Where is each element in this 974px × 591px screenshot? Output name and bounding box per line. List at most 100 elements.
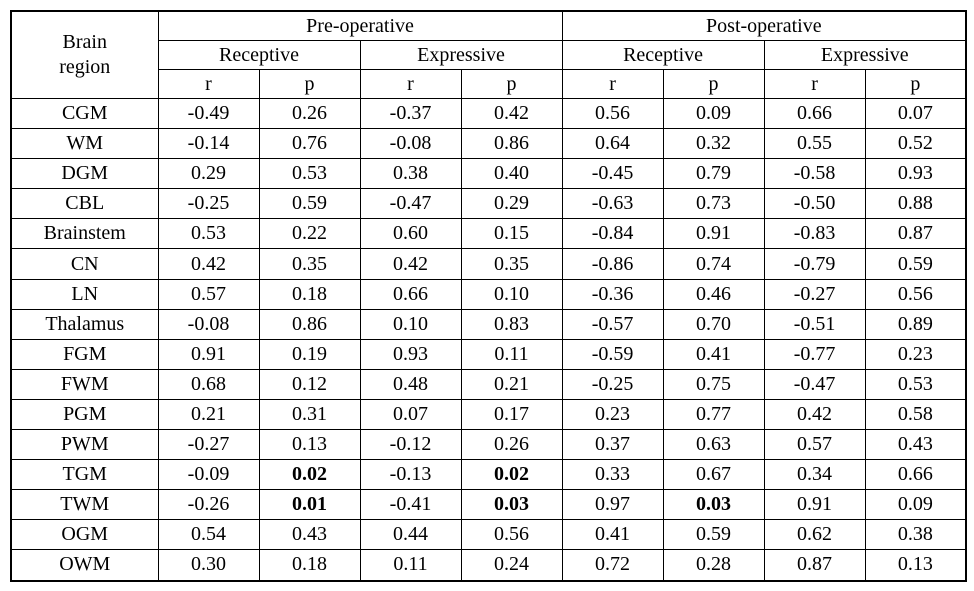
- value-cell: -0.27: [157, 429, 260, 461]
- value-cell: -0.63: [561, 188, 664, 220]
- value-cell: -0.36: [561, 278, 664, 310]
- value-cell: -0.45: [561, 158, 664, 190]
- region-cell: OWM: [10, 549, 159, 581]
- table-row: TGM -0.09 0.02 -0.13 0.02 0.33 0.67 0.34 0.66: [10, 459, 967, 491]
- stat-header-r: r: [359, 69, 462, 99]
- value-cell: 0.02: [460, 459, 563, 491]
- value-cell: 0.42: [460, 97, 563, 130]
- value-cell: 0.38: [359, 158, 462, 190]
- value-cell: 0.12: [258, 368, 361, 400]
- value-cell: 0.62: [763, 519, 866, 551]
- value-cell: 0.59: [864, 248, 967, 280]
- value-cell: 0.59: [258, 188, 361, 220]
- value-cell: 0.37: [561, 429, 664, 461]
- value-cell: 0.31: [258, 398, 361, 431]
- stat-header-p: p: [864, 69, 967, 99]
- corner-header-label: Brain region: [59, 31, 111, 78]
- value-cell: 0.66: [864, 459, 967, 491]
- value-cell: 0.34: [763, 459, 866, 491]
- value-cell: -0.49: [157, 97, 260, 130]
- stat-header-p: p: [258, 69, 361, 99]
- value-cell: 0.91: [157, 338, 260, 370]
- value-cell: 0.70: [662, 308, 765, 340]
- table-row: CGM -0.49 0.26 -0.37 0.42 0.56 0.09 0.66 0.07: [10, 97, 967, 130]
- table-body: CGM -0.49 0.26 -0.37 0.42 0.56 0.09 0.66 0.07 WM -…: [10, 97, 967, 581]
- value-cell: 0.57: [157, 278, 260, 310]
- value-cell: 0.17: [460, 398, 563, 431]
- region-cell: PWM: [10, 429, 159, 461]
- value-cell: 0.15: [460, 218, 563, 250]
- value-cell: 0.41: [662, 338, 765, 370]
- value-cell: 0.32: [662, 128, 765, 160]
- value-cell: 0.11: [460, 338, 563, 370]
- value-cell: 0.73: [662, 188, 765, 220]
- value-cell: 0.38: [864, 519, 967, 551]
- value-cell: -0.14: [157, 128, 260, 160]
- value-cell: 0.33: [561, 459, 664, 491]
- table-row: PGM 0.21 0.31 0.07 0.17 0.23 0.77 0.42 0.58: [10, 398, 967, 431]
- region-cell: PGM: [10, 398, 159, 431]
- value-cell: 0.09: [662, 97, 765, 130]
- value-cell: -0.47: [763, 368, 866, 400]
- value-cell: 0.56: [561, 97, 664, 130]
- table-row: TWM -0.26 0.01 -0.41 0.03 0.97 0.03 0.91 0.09: [10, 489, 967, 521]
- value-cell: 0.97: [561, 489, 664, 521]
- group-header-postoperative: Post-operative: [561, 10, 967, 41]
- region-cell: OGM: [10, 519, 159, 551]
- value-cell: 0.75: [662, 368, 765, 400]
- value-cell: 0.30: [157, 549, 260, 581]
- region-cell: DGM: [10, 158, 159, 190]
- value-cell: 0.89: [864, 308, 967, 340]
- value-cell: 0.53: [157, 218, 260, 250]
- value-cell: -0.41: [359, 489, 462, 521]
- region-cell: TGM: [10, 459, 159, 491]
- subgroup-header-pre-receptive: Receptive: [157, 40, 361, 70]
- value-cell: 0.86: [460, 128, 563, 160]
- region-cell: FGM: [10, 338, 159, 370]
- correlation-table: Brain region Pre-operative Post-operativ…: [10, 10, 968, 582]
- value-cell: 0.43: [258, 519, 361, 551]
- value-cell: 0.79: [662, 158, 765, 190]
- stat-header-r: r: [157, 69, 260, 99]
- value-cell: 0.48: [359, 368, 462, 400]
- value-cell: 0.56: [864, 278, 967, 310]
- value-cell: 0.11: [359, 549, 462, 581]
- header-row-subgroups: Receptive Expressive Receptive Expressiv…: [11, 40, 967, 70]
- value-cell: -0.47: [359, 188, 462, 220]
- corner-header-cell: Brain region: [10, 10, 159, 99]
- value-cell: 0.93: [864, 158, 967, 190]
- region-cell: Brainstem: [10, 218, 159, 250]
- value-cell: 0.42: [157, 248, 260, 280]
- value-cell: 0.10: [359, 308, 462, 340]
- table-row: PWM -0.27 0.13 -0.12 0.26 0.37 0.63 0.57 0.43: [10, 429, 967, 461]
- value-cell: -0.57: [561, 308, 664, 340]
- region-cell: WM: [10, 128, 159, 160]
- value-cell: 0.03: [662, 489, 765, 521]
- value-cell: 0.07: [359, 398, 462, 431]
- value-cell: 0.22: [258, 218, 361, 250]
- correlation-table-container: Brain region Pre-operative Post-operativ…: [10, 10, 968, 582]
- region-cell: FWM: [10, 368, 159, 400]
- value-cell: 0.57: [763, 429, 866, 461]
- value-cell: 0.23: [864, 338, 967, 370]
- value-cell: 0.91: [662, 218, 765, 250]
- region-cell: CGM: [10, 97, 159, 130]
- region-cell: Thalamus: [10, 308, 159, 340]
- value-cell: 0.58: [864, 398, 967, 431]
- value-cell: 0.93: [359, 338, 462, 370]
- value-cell: -0.08: [359, 128, 462, 160]
- value-cell: 0.86: [258, 308, 361, 340]
- value-cell: 0.72: [561, 549, 664, 581]
- value-cell: -0.09: [157, 459, 260, 491]
- value-cell: 0.18: [258, 278, 361, 310]
- value-cell: 0.09: [864, 489, 967, 521]
- stat-header-r: r: [763, 69, 866, 99]
- value-cell: 0.55: [763, 128, 866, 160]
- value-cell: 0.23: [561, 398, 664, 431]
- value-cell: 0.53: [258, 158, 361, 190]
- value-cell: 0.21: [157, 398, 260, 431]
- value-cell: 0.91: [763, 489, 866, 521]
- table-row: WM -0.14 0.76 -0.08 0.86 0.64 0.32 0.55 0.52: [10, 128, 967, 160]
- value-cell: 0.01: [258, 489, 361, 521]
- value-cell: 0.35: [460, 248, 563, 280]
